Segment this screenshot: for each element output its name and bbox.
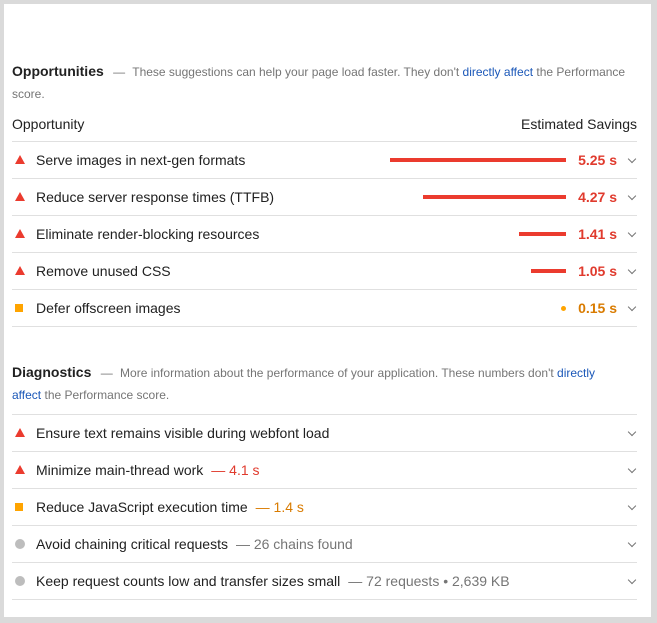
savings-bar [531, 269, 566, 273]
diagnostic-row[interactable]: Avoid chaining critical requests — 26 cha… [12, 526, 637, 563]
diagnostic-label: Keep request counts low and transfer siz… [36, 573, 341, 589]
opportunities-title: Opportunities [12, 63, 104, 79]
diagnostic-label-group: Keep request counts low and transfer siz… [36, 563, 510, 599]
diagnostic-label: Minimize main-thread work [36, 462, 204, 478]
chevron-down-icon[interactable] [627, 427, 637, 437]
red-triangle-icon [14, 142, 28, 178]
diagnostic-label-group: Ensure text remains visible during webfo… [36, 415, 329, 451]
estimated-savings-value: 4.27 s [578, 189, 617, 205]
opportunity-column-label: Opportunity [12, 116, 85, 132]
diagnostic-value: — 26 chains found [235, 536, 353, 552]
chevron-down-icon[interactable] [627, 501, 637, 511]
red-triangle-icon [14, 452, 28, 488]
chevron-down-icon[interactable] [627, 538, 637, 548]
opportunity-label: Reduce server response times (TTFB) [36, 189, 275, 205]
estimated-savings-value: 5.25 s [578, 152, 617, 168]
chevron-down-icon[interactable] [627, 191, 637, 201]
diagnostic-row[interactable]: Reduce JavaScript execution time — 1.4 s [12, 489, 637, 526]
opportunity-row[interactable]: Remove unused CSS 1.05 s [12, 253, 637, 290]
estimated-savings-value: 1.41 s [578, 226, 617, 242]
opportunity-row[interactable]: Serve images in next-gen formats 5.25 s [12, 142, 637, 179]
gray-circle-icon [14, 563, 28, 599]
diagnostics-section: Diagnostics — More information about the… [12, 361, 637, 600]
directly-link[interactable]: directly [557, 366, 596, 380]
opportunity-label: Eliminate render-blocking resources [36, 226, 260, 242]
opportunities-column-header: Opportunity Estimated Savings [12, 108, 637, 142]
diagnostics-header: Diagnostics — More information about the… [12, 361, 637, 406]
opportunity-label: Serve images in next-gen formats [36, 152, 246, 168]
diagnostic-label-group: Reduce JavaScript execution time — 1.4 s [36, 489, 304, 525]
savings-bar [423, 195, 566, 199]
diagnostic-row[interactable]: Keep request counts low and transfer siz… [12, 563, 637, 600]
diagnostic-value: — 1.4 s [255, 499, 304, 515]
diagnostic-row[interactable]: Minimize main-thread work — 4.1 s [12, 452, 637, 489]
red-triangle-icon [14, 179, 28, 215]
red-triangle-icon [14, 415, 28, 451]
diagnostic-row[interactable]: Ensure text remains visible during webfo… [12, 415, 637, 452]
chevron-down-icon[interactable] [627, 265, 637, 275]
diagnostics-list: Ensure text remains visible during webfo… [12, 414, 637, 600]
red-triangle-icon [14, 253, 28, 289]
savings-bar [390, 158, 566, 162]
chevron-down-icon[interactable] [627, 228, 637, 238]
diagnostics-description: More information about the performance o… [120, 366, 554, 380]
gray-circle-icon [14, 526, 28, 562]
estimated-savings-column-label: Estimated Savings [521, 116, 637, 132]
savings-bar [519, 232, 566, 236]
chevron-down-icon[interactable] [627, 575, 637, 585]
diagnostic-label: Avoid chaining critical requests [36, 536, 228, 552]
orange-square-icon [14, 489, 28, 525]
diagnostic-value: — 72 requests • 2,639 KB [348, 573, 510, 589]
diagnostics-dash: — [100, 366, 113, 380]
affect-link[interactable]: affect [12, 388, 42, 402]
opportunities-description-tail: the Performance score. [12, 65, 626, 101]
chevron-down-icon[interactable] [627, 302, 637, 312]
opportunity-row[interactable]: Reduce server response times (TTFB) 4.27 … [12, 179, 637, 216]
opportunity-row[interactable]: Eliminate render-blocking resources 1.41 … [12, 216, 637, 253]
opportunities-description: These suggestions can help your page loa… [132, 65, 460, 79]
opportunities-dash: — [113, 65, 126, 79]
chevron-down-icon[interactable] [627, 154, 637, 164]
diagnostic-label: Reduce JavaScript execution time [36, 499, 248, 515]
savings-bar [561, 306, 566, 311]
opportunity-label: Defer offscreen images [36, 300, 181, 316]
estimated-savings-value: 1.05 s [578, 263, 617, 279]
opportunities-section: Opportunities — These suggestions can he… [12, 60, 637, 327]
opportunity-label: Remove unused CSS [36, 263, 171, 279]
directly-affect-link[interactable]: directly affect [462, 65, 534, 79]
red-triangle-icon [14, 216, 28, 252]
estimated-savings-value: 0.15 s [578, 300, 617, 316]
lighthouse-report-panel: Opportunities — These suggestions can he… [4, 4, 651, 617]
opportunities-header: Opportunities — These suggestions can he… [12, 60, 637, 105]
diagnostics-description-tail: the Performance score. [44, 388, 170, 402]
diagnostic-label-group: Avoid chaining critical requests — 26 cha… [36, 526, 353, 562]
opportunities-list: Serve images in next-gen formats 5.25 s Re… [12, 142, 637, 327]
opportunity-row[interactable]: Defer offscreen images 0.15 s [12, 290, 637, 327]
diagnostic-value: — 4.1 s [211, 462, 260, 478]
diagnostic-label-group: Minimize main-thread work — 4.1 s [36, 452, 260, 488]
diagnostic-label: Ensure text remains visible during webfo… [36, 425, 330, 441]
orange-square-icon [14, 290, 28, 326]
chevron-down-icon[interactable] [627, 464, 637, 474]
diagnostics-title: Diagnostics [12, 364, 92, 380]
